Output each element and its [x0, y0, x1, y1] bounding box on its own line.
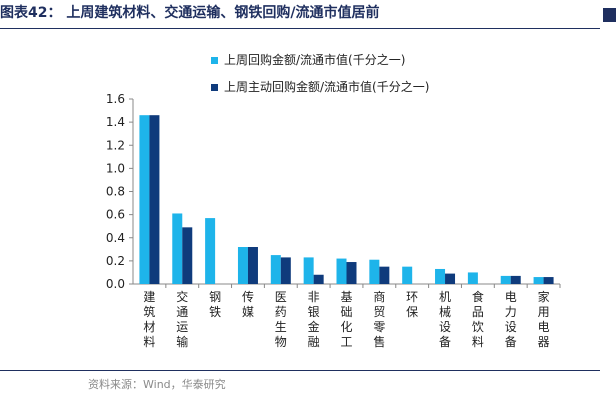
bar-buyback [402, 266, 413, 284]
x-tick-label: 建筑材料 [143, 290, 155, 349]
x-tick-label: 交通运输 [176, 289, 188, 349]
bar-buyback [435, 268, 446, 284]
x-tick-label: 传媒 [242, 289, 254, 319]
y-tick-label: 0.6 [106, 208, 125, 222]
x-tick-label: 钢铁 [209, 290, 221, 319]
x-tick-label: 家用电器 [538, 289, 550, 349]
bar-active-buyback [543, 277, 554, 284]
bar-active-buyback [445, 273, 456, 284]
bar-active-buyback [280, 257, 291, 284]
x-tick-label: 机械设备 [439, 290, 451, 349]
y-tick-label: 0.2 [106, 254, 125, 268]
bar-buyback [467, 272, 478, 284]
bar-active-buyback [510, 275, 521, 284]
x-tick-label: 非银金融 [308, 290, 320, 349]
chart-title: 图表42： 上周建筑材料、交通运输、钢铁回购/流通市值居前 [0, 5, 380, 21]
y-tick-label: 1.6 [106, 92, 125, 106]
bar-active-buyback [346, 262, 357, 284]
y-tick-label: 1.2 [106, 138, 125, 152]
legend-swatch [211, 57, 218, 64]
bar-buyback [139, 115, 150, 284]
bar-buyback [336, 258, 347, 284]
y-tick-label: 0.8 [106, 185, 125, 199]
x-tick-label: 商贸零售 [373, 289, 385, 349]
y-tick-label: 0.4 [106, 231, 125, 245]
bar-active-buyback [149, 115, 160, 284]
y-tick-label: 1.0 [106, 161, 125, 175]
bar-buyback [270, 255, 281, 284]
x-tick-label: 电力设备 [505, 290, 517, 349]
bar-chart: 上周回购金额/流通市值(千分之一) 上周主动回购金额/流通市值(千分之一) 0.0 0… [106, 52, 561, 349]
legend-swatch [211, 84, 218, 91]
x-tick-label: 食品饮料 [472, 289, 484, 349]
x-tick-label: 环保 [406, 290, 418, 319]
bar-active-buyback [182, 227, 193, 284]
x-tick-label: 医药生物 [275, 290, 287, 349]
y-tick-label: 0.0 [106, 277, 125, 291]
legend-label: 上周主动回购金额/流通市值(千分之一) [224, 79, 429, 94]
next-panel-marker-top [603, 8, 616, 22]
bar-buyback [303, 257, 314, 284]
bar-buyback [172, 213, 183, 284]
title-divider [0, 28, 600, 29]
bar-buyback [205, 218, 216, 284]
y-tick-label: 1.4 [106, 115, 125, 129]
bar-buyback [237, 247, 248, 284]
x-tick-label: 基础化工 [340, 290, 352, 349]
source-note: 资料来源：Wind，华泰研究 [88, 378, 226, 391]
bar-active-buyback [379, 266, 390, 284]
source-divider [0, 370, 600, 371]
bar-buyback [369, 259, 380, 284]
bar-active-buyback [313, 274, 324, 284]
bar-buyback [533, 277, 544, 284]
bar-active-buyback [247, 247, 258, 284]
bar-buyback [500, 275, 511, 284]
legend-label: 上周回购金额/流通市值(千分之一) [224, 52, 405, 67]
